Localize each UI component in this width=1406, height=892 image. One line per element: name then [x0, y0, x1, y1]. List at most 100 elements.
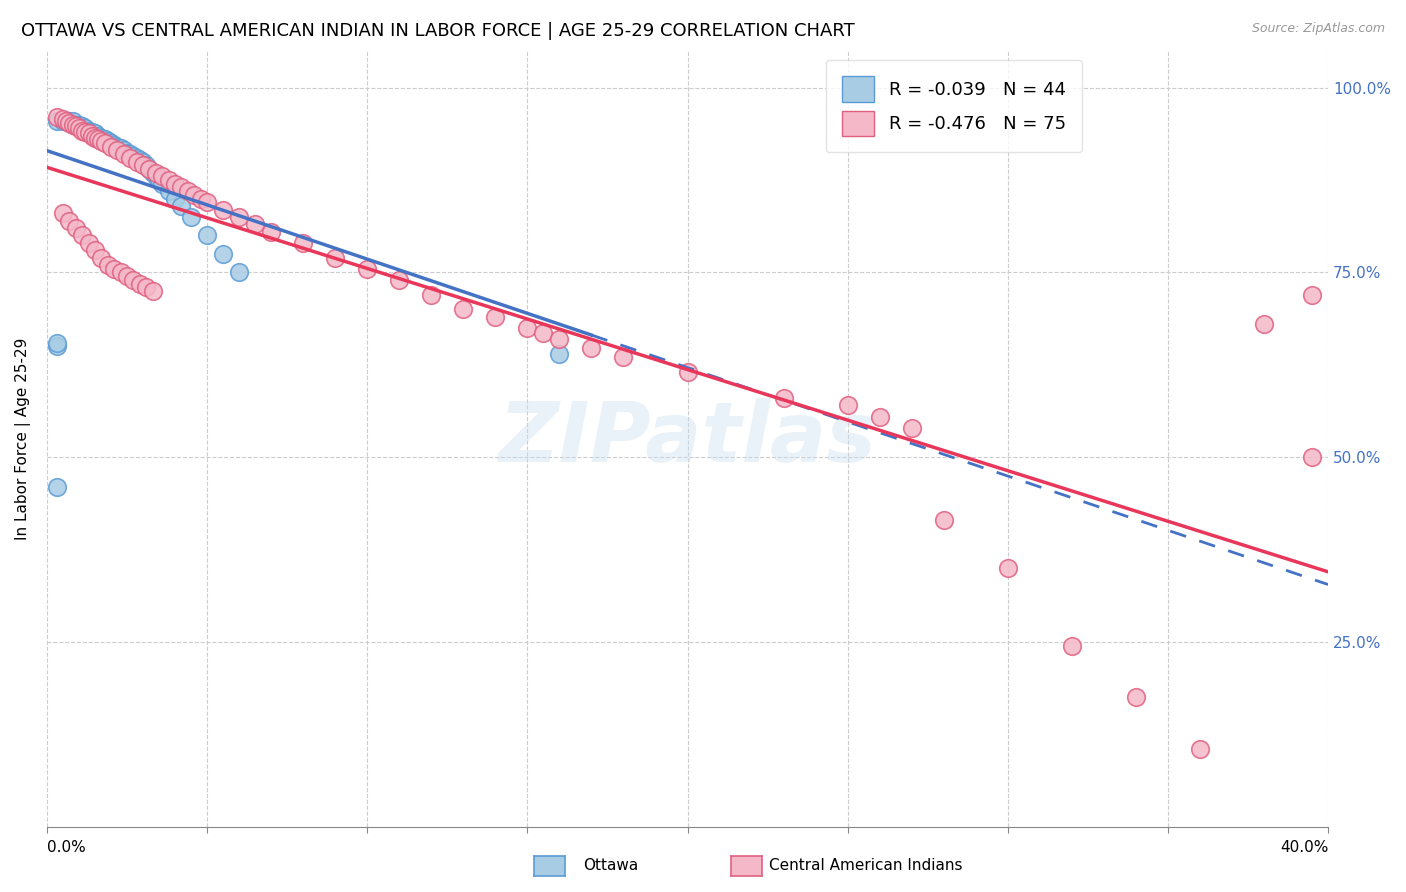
- Point: [103, 261, 125, 276]
- Point: [170, 199, 193, 213]
- Point: [75, 125, 97, 139]
- Point: [292, 235, 315, 250]
- Point: [869, 409, 891, 424]
- Point: [87, 132, 110, 146]
- Point: [212, 247, 235, 261]
- Point: [548, 347, 571, 361]
- Point: [1125, 690, 1147, 705]
- Point: [1301, 287, 1323, 301]
- Point: [138, 161, 160, 176]
- Point: [142, 284, 165, 298]
- Point: [195, 195, 218, 210]
- Point: [112, 144, 135, 158]
- Point: [122, 273, 145, 287]
- Point: [75, 121, 97, 136]
- Point: [900, 420, 922, 434]
- Point: [55, 114, 77, 128]
- Point: [93, 132, 115, 146]
- Legend: R = -0.039   N = 44, R = -0.476   N = 75: R = -0.039 N = 44, R = -0.476 N = 75: [825, 60, 1083, 153]
- Point: [138, 161, 160, 176]
- Point: [115, 269, 138, 284]
- Point: [356, 261, 378, 276]
- Point: [62, 118, 84, 132]
- Point: [90, 251, 112, 265]
- Point: [45, 339, 67, 353]
- Point: [157, 173, 180, 187]
- Point: [58, 116, 80, 130]
- Text: 40.0%: 40.0%: [1279, 840, 1329, 855]
- Point: [212, 202, 235, 217]
- Point: [55, 114, 77, 128]
- Point: [70, 228, 93, 243]
- Point: [93, 136, 115, 150]
- Point: [120, 147, 142, 161]
- Point: [148, 173, 170, 187]
- Point: [1301, 450, 1323, 465]
- Point: [228, 210, 250, 224]
- Point: [145, 166, 167, 180]
- Point: [70, 123, 93, 137]
- Point: [135, 158, 157, 172]
- Point: [157, 184, 180, 198]
- Point: [77, 123, 100, 137]
- Point: [52, 114, 75, 128]
- Point: [80, 128, 103, 143]
- Point: [112, 147, 135, 161]
- Point: [77, 235, 100, 250]
- Point: [581, 341, 603, 355]
- Point: [107, 140, 129, 154]
- Point: [128, 277, 150, 291]
- Point: [87, 128, 110, 143]
- Point: [1060, 639, 1083, 653]
- Point: [97, 134, 120, 148]
- Point: [125, 151, 148, 165]
- Text: Central American Indians: Central American Indians: [769, 858, 963, 872]
- Point: [58, 213, 80, 227]
- Point: [110, 265, 132, 279]
- Point: [243, 218, 266, 232]
- Point: [80, 125, 103, 139]
- Text: 0.0%: 0.0%: [46, 840, 86, 855]
- Text: Source: ZipAtlas.com: Source: ZipAtlas.com: [1251, 22, 1385, 36]
- Point: [772, 391, 794, 405]
- Point: [58, 114, 80, 128]
- Point: [110, 141, 132, 155]
- Point: [177, 184, 200, 198]
- Text: ZIPatlas: ZIPatlas: [499, 398, 876, 479]
- Point: [837, 399, 859, 413]
- Point: [128, 153, 150, 167]
- Point: [388, 273, 411, 287]
- Point: [70, 119, 93, 133]
- Point: [932, 513, 955, 527]
- Point: [170, 180, 193, 194]
- Point: [122, 148, 145, 162]
- Point: [180, 210, 202, 224]
- Point: [67, 118, 90, 132]
- Point: [612, 351, 634, 365]
- Point: [420, 287, 443, 301]
- Point: [135, 280, 157, 294]
- Point: [1189, 742, 1212, 756]
- Point: [97, 258, 120, 272]
- Point: [62, 114, 84, 128]
- Point: [145, 169, 167, 184]
- Point: [533, 326, 555, 340]
- Point: [115, 145, 138, 160]
- Y-axis label: In Labor Force | Age 25-29: In Labor Force | Age 25-29: [15, 337, 31, 540]
- Point: [120, 151, 142, 165]
- Point: [52, 206, 75, 220]
- Point: [45, 114, 67, 128]
- Point: [45, 110, 67, 124]
- Point: [45, 335, 67, 350]
- Point: [323, 251, 346, 265]
- Point: [484, 310, 506, 324]
- Point: [100, 136, 122, 150]
- Point: [453, 302, 475, 317]
- Point: [548, 332, 571, 346]
- Point: [84, 131, 107, 145]
- Point: [190, 192, 212, 206]
- Point: [165, 192, 187, 206]
- Point: [1253, 317, 1275, 331]
- Text: Ottawa: Ottawa: [583, 858, 638, 872]
- Point: [84, 127, 107, 141]
